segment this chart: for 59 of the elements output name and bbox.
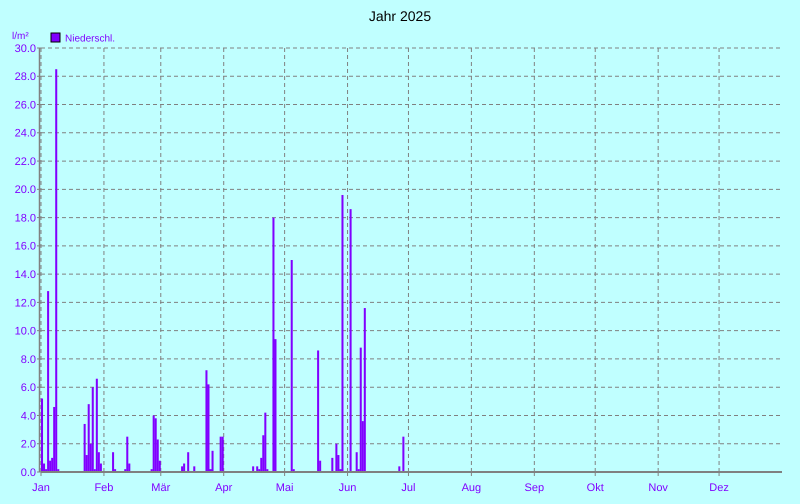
bar — [92, 387, 94, 472]
legend-label: Niederschl. — [65, 34, 116, 44]
x-tick-label: Mär — [151, 482, 171, 494]
bar — [360, 348, 362, 472]
x-tick-label: Apr — [215, 482, 233, 494]
y-tick-label: 18.0 — [14, 212, 36, 224]
bar — [341, 194, 344, 472]
y-tick-label: 16.0 — [14, 240, 36, 253]
bar — [272, 218, 274, 472]
bar — [317, 350, 320, 472]
bar — [96, 378, 98, 472]
bar — [335, 444, 338, 472]
x-tick-label: Feb — [94, 482, 114, 494]
chart-title: Jahr 2025 — [368, 8, 432, 24]
y-axis-title: l/m² — [12, 31, 30, 42]
bar — [264, 412, 266, 472]
bar — [187, 452, 190, 472]
y-tick-label: 20.0 — [14, 184, 36, 196]
y-tick-label: 4.0 — [20, 410, 36, 422]
bar — [220, 436, 222, 472]
bar — [126, 436, 128, 472]
bar — [84, 424, 86, 472]
x-tick-label: Jan — [32, 482, 50, 494]
x-tick-label: Sep — [524, 482, 544, 494]
bar — [350, 209, 352, 472]
bar — [290, 260, 293, 472]
x-tick-label: Okt — [586, 482, 604, 494]
x-tick-label: Mai — [276, 482, 294, 494]
bar — [402, 436, 404, 472]
y-tick-label: 24.0 — [14, 128, 36, 140]
y-tick-label: 26.0 — [14, 99, 36, 112]
bar — [41, 398, 44, 472]
bar — [152, 415, 155, 472]
y-tick-label: 28.0 — [14, 71, 36, 84]
bar — [222, 436, 224, 472]
bar — [88, 404, 90, 472]
y-tick-label: 14.0 — [14, 268, 36, 281]
x-tick-label: Aug — [462, 482, 482, 494]
bar — [154, 418, 157, 472]
bar — [112, 452, 114, 472]
x-tick-label: Jun — [338, 482, 356, 494]
y-tick-label: 10.0 — [14, 326, 36, 338]
y-tick-label: 2.0 — [20, 438, 36, 451]
y-tick-label: 12.0 — [14, 297, 36, 310]
x-tick-label: Dez — [709, 482, 729, 494]
x-tick-label: Nov — [648, 482, 668, 494]
bar — [331, 458, 334, 472]
bar — [364, 308, 366, 472]
bar — [356, 452, 358, 472]
y-tick-label: 22.0 — [14, 156, 36, 168]
y-tick-label: 0.0 — [20, 466, 36, 479]
y-tick-label: 6.0 — [20, 382, 36, 394]
bar — [47, 291, 50, 472]
bar — [55, 69, 58, 472]
y-tick-label: 8.0 — [20, 354, 36, 366]
x-tick-label: Jul — [401, 482, 416, 494]
y-tick-label: 30.0 — [14, 42, 36, 55]
bar — [212, 450, 214, 472]
bar — [205, 370, 208, 472]
